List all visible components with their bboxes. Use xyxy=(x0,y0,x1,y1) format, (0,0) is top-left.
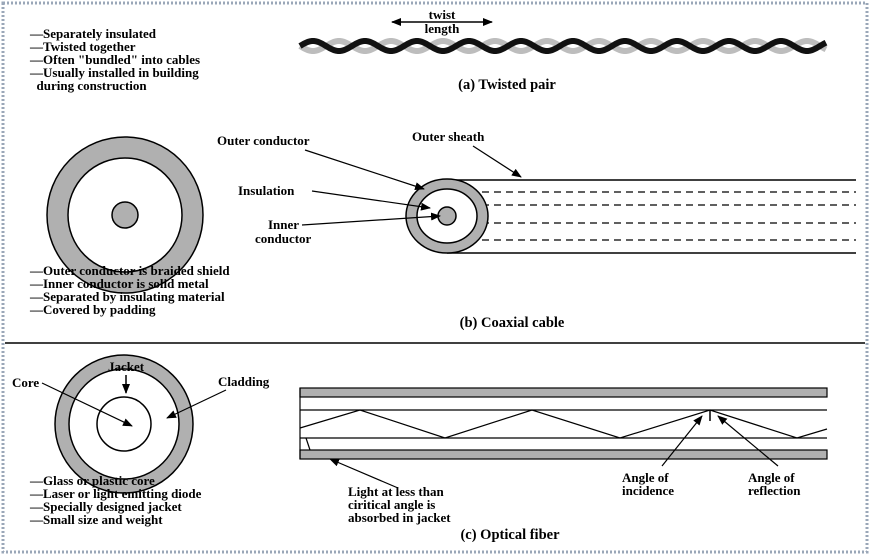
outer-conductor-label: Outer conductor xyxy=(217,133,310,148)
reflection-label: reflection xyxy=(748,483,801,498)
fiber-notes: —Glass or plastic core —Laser or light e… xyxy=(29,473,202,527)
outer-sheath-arrow xyxy=(473,146,521,177)
twisted-pair-caption: (a) Twisted pair xyxy=(458,77,556,93)
inner-label: Inner xyxy=(268,217,299,232)
optical-section: Jacket Core Cladding —Glass or plastic c… xyxy=(12,355,827,543)
light-note: absorbed in jacket xyxy=(348,510,451,525)
coax-side-view xyxy=(406,179,856,253)
optical-caption: (c) Optical fiber xyxy=(460,527,560,543)
incidence-label: incidence xyxy=(622,483,674,498)
fiber-side-view xyxy=(300,388,827,459)
cladding-label: Cladding xyxy=(218,374,270,389)
conductor-label: conductor xyxy=(255,231,312,246)
core-label: Core xyxy=(12,375,39,390)
twisted-note: during construction xyxy=(30,78,147,93)
twisted-pair-notes: —Separately insulated —Twisted together … xyxy=(29,26,200,93)
coax-note: —Covered by padding xyxy=(29,302,156,317)
twist-label: twist xyxy=(429,7,456,22)
fiber-note: —Small size and weight xyxy=(29,512,163,527)
outer-sheath-label: Outer sheath xyxy=(412,129,485,144)
coaxial-caption: (b) Coaxial cable xyxy=(460,315,565,331)
coax-notes: —Outer conductor is braided shield —Inne… xyxy=(29,263,230,317)
outer-conductor-arrow xyxy=(305,150,424,189)
coaxial-section: Outer conductor Outer sheath Insulation … xyxy=(29,129,856,331)
insulation-label: Insulation xyxy=(238,183,295,198)
length-label: length xyxy=(425,21,460,36)
twisted-pair-section: —Separately insulated —Twisted together … xyxy=(29,7,826,93)
jacket-label: Jacket xyxy=(108,359,145,374)
